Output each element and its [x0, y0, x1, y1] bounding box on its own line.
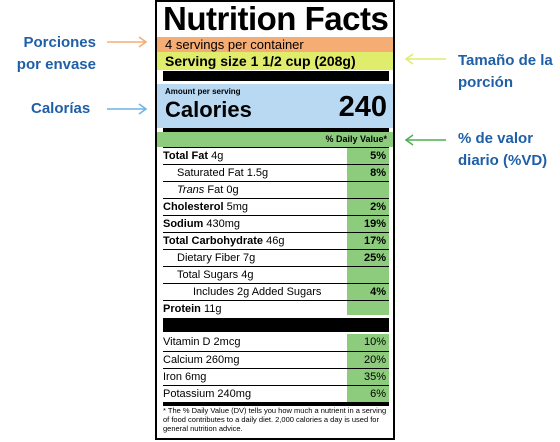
- nutrient-name: Total Sugars: [177, 269, 239, 281]
- serving-size: Serving size 1 1/2 cup (208g): [165, 53, 356, 69]
- vitamin-dv: 6%: [370, 388, 386, 400]
- vitamin-name: Potassium: [163, 388, 215, 400]
- vitamin-amount: 240mg: [217, 388, 252, 400]
- thick-divider: [163, 318, 389, 332]
- vitamin-dv: 20%: [363, 354, 386, 366]
- daily-value-band: [157, 132, 393, 147]
- nutrient-row: Trans Fat 0g: [163, 181, 389, 198]
- thick-divider: [163, 71, 389, 81]
- nutrient-dv: 25%: [363, 252, 386, 264]
- callout-daily-value-line1: % de valor: [458, 130, 534, 147]
- nutrient-name: Total Fat: [163, 150, 209, 162]
- calories-label: Calories: [165, 97, 252, 122]
- nutrient-dv: 4%: [370, 286, 386, 298]
- nutrient-name: Sodium: [163, 218, 204, 230]
- nutrient-dv: 5%: [370, 150, 386, 162]
- nutrient-amount: 46g: [266, 235, 285, 247]
- arrow-left-icon: [404, 134, 446, 146]
- nutrient-amount: 4g: [211, 150, 224, 162]
- callout-servings-line2: por envase: [16, 56, 96, 73]
- vitamin-row: Calcium 260mg 20%: [163, 351, 389, 368]
- vitamin-amount: 6mg: [185, 371, 207, 383]
- callout-serving-size: Tamaño de la porción: [458, 50, 553, 94]
- nutrient-row: Cholesterol 5mg 2%: [163, 198, 389, 215]
- vitamin-dv: 10%: [363, 336, 386, 348]
- nutrient-dv: 19%: [363, 218, 386, 230]
- nutrient-row: Total Carbohydrate 46g 17%: [163, 232, 389, 249]
- nutrient-name: Saturated Fat: [177, 167, 244, 179]
- daily-value-header: % Daily Value*: [325, 134, 387, 144]
- nutrient-amount: 11g: [203, 303, 222, 315]
- nutrient-row: Includes 2g Added Sugars 4%: [163, 283, 389, 300]
- nutrient-row: Protein 11g: [163, 300, 389, 317]
- callout-calories: Calorías: [31, 100, 91, 117]
- nutrient-amount: 1.5g: [246, 167, 269, 179]
- label-title: Nutrition Facts: [163, 0, 389, 37]
- vitamin-name: Calcium: [163, 354, 203, 366]
- callout-serving-size-line2: porción: [458, 74, 513, 91]
- callout-servings: Porciones por envase: [8, 32, 96, 76]
- footnote: * The % Daily Value (DV) tells you how m…: [163, 406, 387, 433]
- nutrient-dv: 2%: [370, 201, 386, 213]
- medium-divider: [163, 402, 389, 406]
- nutrient-amount: 4g: [241, 269, 254, 281]
- nutrient-name: Total Carbohydrate: [163, 235, 264, 247]
- nutrient-name: Cholesterol: [163, 201, 224, 213]
- callout-daily-value: % de valor diario (%VD): [458, 128, 547, 172]
- arrow-right-icon: [107, 103, 148, 115]
- callout-daily-value-line2: diario (%VD): [458, 152, 548, 169]
- vitamin-amount: 260mg: [205, 354, 240, 366]
- vitamin-amount: 2mcg: [213, 336, 241, 348]
- nutrient-amount: Fat 0g: [207, 184, 239, 196]
- nutrient-row: Saturated Fat 1.5g 8%: [163, 164, 389, 181]
- nutrient-amount: 430mg: [206, 218, 241, 230]
- nutrient-dv: 17%: [363, 235, 386, 247]
- nutrient-dv: 8%: [370, 167, 386, 179]
- arrow-right-icon: [107, 36, 148, 48]
- calories-value: 240: [338, 91, 387, 123]
- nutrient-row: Total Sugars 4g: [163, 266, 389, 283]
- vitamin-row: Iron 6mg 35%: [163, 368, 389, 385]
- serving-size-band: [157, 52, 393, 70]
- medium-divider: [163, 128, 389, 132]
- nutrition-label: Nutrition Facts 4 servings per container…: [155, 0, 395, 440]
- vitamin-dv: 35%: [363, 371, 386, 383]
- vitamin-row: Vitamin D 2mcg 10%: [163, 334, 389, 351]
- nutrient-row: Sodium 430mg 19%: [163, 215, 389, 232]
- nutrient-row: Total Fat 4g 5%: [163, 147, 389, 164]
- amount-per-serving: Amount per serving: [165, 87, 241, 96]
- nutrient-row: Dietary Fiber 7g 25%: [163, 249, 389, 266]
- vitamin-name: Vitamin D: [163, 336, 211, 348]
- nutrient-name: Includes 2g Added Sugars: [193, 286, 322, 298]
- nutrient-name: Trans: [177, 184, 205, 196]
- vitamin-name: Iron: [163, 371, 182, 383]
- servings-band: [157, 37, 393, 52]
- nutrient-name: Dietary Fiber: [177, 252, 240, 264]
- callout-serving-size-line1: Tamaño de la: [458, 52, 553, 69]
- nutrient-name: Protein: [163, 303, 201, 315]
- daily-value-column: [347, 147, 389, 315]
- nutrient-amount: 5mg: [226, 201, 248, 213]
- callout-servings-line1: Porciones: [23, 34, 96, 51]
- servings-per-container: 4 servings per container: [165, 37, 304, 52]
- vitamin-row: Potassium 240mg 6%: [163, 385, 389, 402]
- arrow-left-icon: [404, 53, 446, 65]
- calories-band: [157, 84, 393, 128]
- nutrient-amount: 7g: [243, 252, 256, 264]
